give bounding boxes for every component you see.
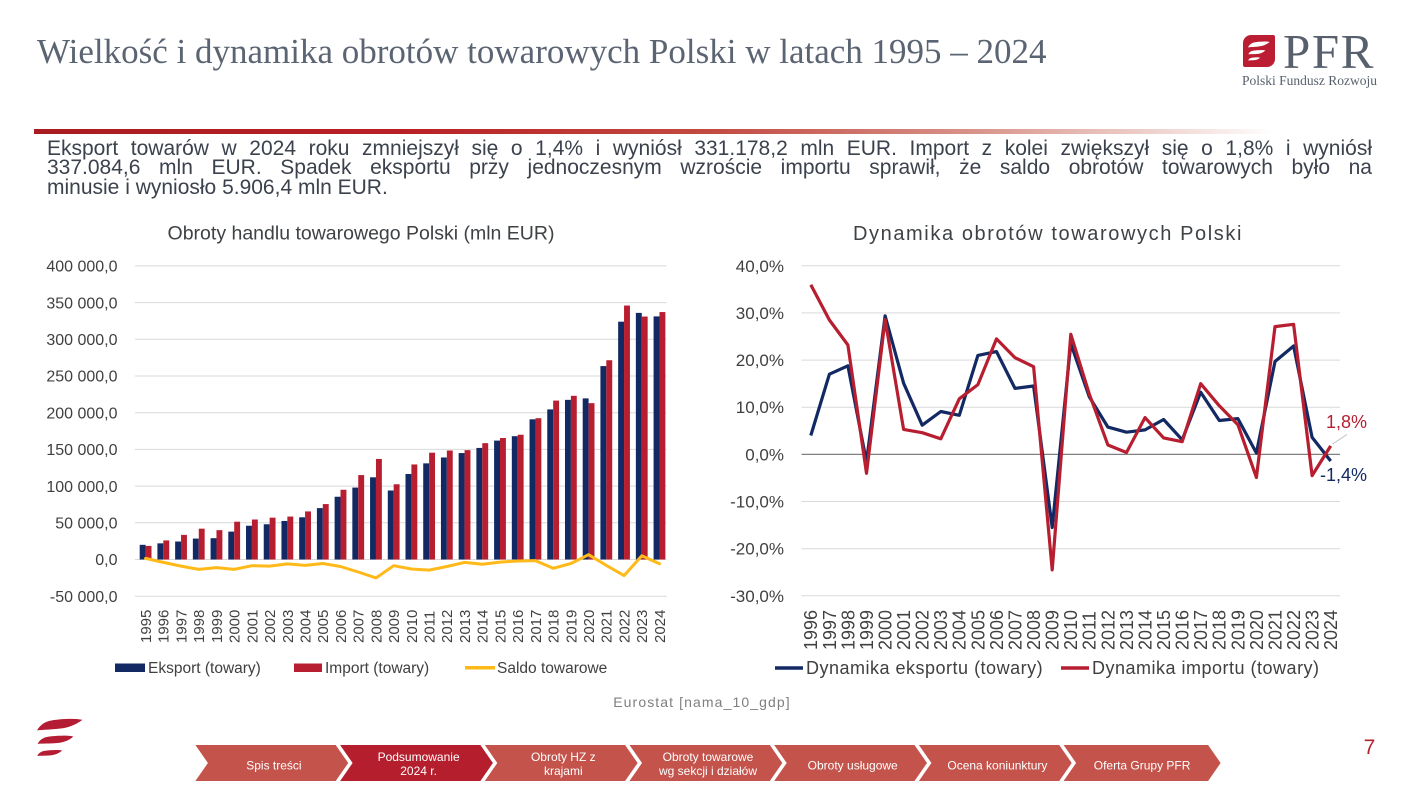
svg-text:Saldo towarowe: Saldo towarowe (497, 660, 607, 677)
svg-text:2012: 2012 (1098, 610, 1118, 650)
svg-text:2018: 2018 (546, 610, 563, 643)
svg-text:30,0%: 30,0% (736, 304, 784, 323)
svg-text:50 000,0: 50 000,0 (55, 516, 117, 533)
svg-text:250 000,0: 250 000,0 (46, 369, 117, 386)
svg-text:2019: 2019 (1228, 610, 1248, 650)
svg-text:2021: 2021 (599, 610, 616, 643)
svg-text:2000: 2000 (876, 610, 896, 650)
svg-text:2008: 2008 (368, 610, 385, 643)
svg-text:2023: 2023 (1303, 610, 1323, 650)
svg-text:Obroty usługowe: Obroty usługowe (808, 758, 898, 772)
svg-text:-50 000,0: -50 000,0 (50, 589, 118, 606)
svg-text:2008: 2008 (1024, 610, 1044, 650)
svg-text:2009: 2009 (1043, 610, 1063, 650)
svg-text:2001: 2001 (894, 610, 914, 650)
svg-text:Oferta Grupy PFR: Oferta Grupy PFR (1094, 758, 1191, 772)
svg-text:2010: 2010 (404, 610, 421, 643)
svg-text:300 000,0: 300 000,0 (46, 332, 117, 349)
svg-text:2005: 2005 (968, 610, 988, 650)
svg-text:0,0: 0,0 (95, 552, 117, 569)
svg-text:2017: 2017 (1191, 610, 1211, 650)
svg-text:Dynamika eksportu (towary): Dynamika eksportu (towary) (806, 658, 1043, 678)
svg-text:2002: 2002 (913, 610, 933, 650)
svg-text:Eksport (towary): Eksport (towary) (148, 660, 261, 677)
svg-text:Obroty HZ z: Obroty HZ z (531, 750, 596, 764)
svg-text:2020: 2020 (1247, 610, 1267, 650)
svg-text:Obroty towarowe: Obroty towarowe (663, 750, 754, 764)
svg-text:-1,4%: -1,4% (1320, 465, 1367, 485)
svg-text:2013: 2013 (457, 610, 474, 643)
svg-text:2024: 2024 (652, 610, 669, 643)
svg-text:2007: 2007 (351, 610, 368, 643)
svg-text:200 000,0: 200 000,0 (46, 405, 117, 422)
svg-text:Dynamika importu (towary): Dynamika importu (towary) (1092, 658, 1320, 678)
svg-text:2003: 2003 (280, 610, 297, 643)
svg-text:1997: 1997 (820, 610, 840, 650)
svg-text:2023: 2023 (634, 610, 651, 643)
svg-text:2021: 2021 (1265, 610, 1285, 650)
svg-text:2004: 2004 (298, 610, 315, 643)
svg-text:10,0%: 10,0% (736, 398, 784, 417)
svg-text:2007: 2007 (1005, 610, 1025, 650)
svg-text:2014: 2014 (475, 610, 492, 643)
svg-text:-10,0%: -10,0% (730, 493, 784, 512)
svg-text:Dynamika obrotów towarowych Po: Dynamika obrotów towarowych Polski (853, 223, 1243, 245)
svg-text:350 000,0: 350 000,0 (46, 295, 117, 312)
svg-text:2005: 2005 (315, 610, 332, 643)
svg-text:2015: 2015 (1154, 610, 1174, 650)
svg-text:2006: 2006 (333, 610, 350, 643)
svg-text:Spis treści: Spis treści (246, 758, 301, 772)
svg-text:1997: 1997 (173, 610, 190, 643)
svg-text:2003: 2003 (931, 610, 951, 650)
svg-text:2024 r.: 2024 r. (400, 764, 437, 778)
svg-text:2024: 2024 (1321, 610, 1341, 650)
svg-text:wg sekcji i działów: wg sekcji i działów (658, 764, 757, 778)
svg-text:2018: 2018 (1210, 610, 1230, 650)
svg-text:Ocena koniunktury: Ocena koniunktury (947, 758, 1047, 772)
svg-text:2014: 2014 (1135, 610, 1155, 650)
svg-text:2019: 2019 (563, 610, 580, 643)
svg-text:2020: 2020 (581, 610, 598, 643)
svg-text:2004: 2004 (950, 610, 970, 650)
svg-text:2006: 2006 (987, 610, 1007, 650)
svg-text:Import (towary): Import (towary) (325, 660, 429, 677)
svg-text:2009: 2009 (386, 610, 403, 643)
svg-text:2011: 2011 (422, 611, 439, 643)
svg-text:-30,0%: -30,0% (730, 587, 784, 606)
svg-text:2015: 2015 (492, 610, 509, 643)
svg-text:1996: 1996 (156, 610, 173, 643)
svg-text:Podsumowanie: Podsumowanie (378, 750, 460, 764)
svg-text:20,0%: 20,0% (736, 351, 784, 370)
svg-text:2001: 2001 (244, 610, 261, 643)
svg-text:2002: 2002 (262, 610, 279, 643)
svg-text:krajami: krajami (544, 764, 583, 778)
svg-text:2010: 2010 (1061, 610, 1081, 650)
svg-text:2000: 2000 (227, 610, 244, 643)
svg-text:2011: 2011 (1080, 611, 1100, 650)
svg-text:2013: 2013 (1117, 610, 1137, 650)
svg-text:0,0%: 0,0% (745, 445, 784, 464)
svg-text:2012: 2012 (439, 610, 456, 643)
svg-text:2016: 2016 (510, 610, 527, 643)
svg-text:-20,0%: -20,0% (730, 540, 784, 559)
svg-text:1999: 1999 (857, 610, 877, 650)
svg-text:100 000,0: 100 000,0 (46, 479, 117, 496)
svg-text:1995: 1995 (138, 610, 155, 643)
svg-text:400 000,0: 400 000,0 (46, 259, 117, 276)
svg-text:1998: 1998 (838, 610, 858, 650)
svg-text:2016: 2016 (1173, 610, 1193, 650)
svg-text:1,8%: 1,8% (1326, 412, 1367, 432)
svg-text:1998: 1998 (191, 610, 208, 643)
svg-text:1999: 1999 (209, 610, 226, 643)
svg-text:2022: 2022 (1284, 610, 1304, 650)
svg-text:40,0%: 40,0% (736, 257, 784, 276)
svg-text:150 000,0: 150 000,0 (46, 442, 117, 459)
svg-text:2017: 2017 (528, 610, 545, 643)
svg-text:Obroty handlu towarowego Polsk: Obroty handlu towarowego Polski (mln EUR… (168, 223, 555, 245)
svg-text:1996: 1996 (801, 610, 821, 650)
svg-text:2022: 2022 (616, 610, 633, 643)
